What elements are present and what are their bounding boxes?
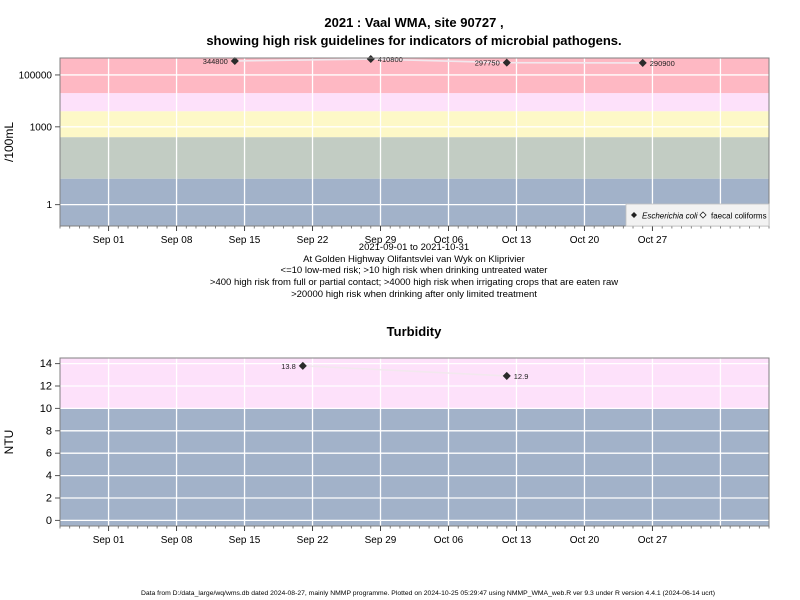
x-tick-label: Sep 22 (297, 235, 329, 246)
risk-band-2 (60, 111, 769, 138)
y-tick-label: 12 (40, 381, 52, 393)
chart2-data-labels: 13.8 12.9 (281, 362, 528, 381)
legend-faecal-marker (699, 211, 707, 219)
y-tick-label: 0 (46, 515, 52, 527)
chart1-data-labels: 344800 410800 297750 290900 (203, 55, 675, 68)
data-point (298, 361, 307, 370)
x-tick-label: Oct 20 (570, 535, 600, 546)
chart1-y-axis: 1 1000 100000 (19, 70, 60, 211)
data-point (502, 58, 511, 67)
chart1-subtitle-location: At Golden Highway Olifantsvlei van Wyk o… (303, 254, 525, 265)
chart1-grid (60, 58, 769, 226)
chart1-subtitle-risk-2: >400 high risk from full or partial cont… (210, 277, 618, 288)
x-tick-label: Sep 22 (297, 535, 329, 546)
chart1-plot-frame (59, 57, 770, 227)
x-tick-label: Oct 27 (638, 235, 668, 246)
legend-box (625, 203, 770, 227)
x-tick-label: Sep 29 (365, 235, 397, 246)
data-point (502, 371, 511, 380)
legend-ecoli-label: Escherichia coli (642, 212, 698, 221)
chart2-title: Turbidity (387, 324, 442, 339)
x-tick-label: Sep 01 (93, 535, 125, 546)
series-0-line (234, 58, 643, 64)
y-tick-label: 8 (46, 425, 52, 437)
y-tick-label: 6 (46, 448, 52, 460)
x-tick-label: Sep 08 (161, 235, 193, 246)
x-tick-label: Oct 20 (570, 235, 600, 246)
chart2-plot-frame (59, 357, 770, 527)
chart2-x-axis: Sep 01 Sep 08 Sep 15 Sep 22 Sep 29 Oct 06 Oct … (59, 526, 770, 546)
chart2-connector (302, 365, 507, 377)
y-tick-label: 1000 (30, 122, 53, 133)
data-label: 410800 (378, 55, 403, 64)
chart2-grid (60, 358, 769, 526)
data-point (638, 58, 647, 67)
chart2-risk-bands (60, 358, 769, 526)
x-tick-label: Sep 15 (229, 535, 261, 546)
chart1-subtitle-risk-1: <=10 low-med risk; >10 high risk when dr… (281, 265, 548, 276)
y-tick-label: 2 (46, 493, 52, 505)
x-tick-label: Sep 08 (161, 535, 193, 546)
x-tick-label: Oct 06 (434, 535, 464, 546)
chart1-connector (234, 58, 643, 64)
x-tick-label: Sep 01 (93, 235, 125, 246)
x-tick-label: Sep 15 (229, 235, 261, 246)
risk-band-1 (60, 137, 769, 179)
chart1-title-line1: 2021 : Vaal WMA, site 90727 , (324, 15, 503, 30)
x-tick-label: Oct 13 (502, 535, 532, 546)
x-tick-label: Oct 06 (434, 235, 464, 246)
y-tick-label: 4 (46, 470, 52, 482)
chart2-points (298, 361, 511, 380)
data-point (230, 56, 239, 66)
y-tick-label: 10 (40, 403, 52, 415)
x-tick-label: Oct 13 (502, 235, 532, 246)
chart1-subtitle-date-range: 2021-09-01 to 2021-10-31 (359, 242, 469, 253)
legend-faecal-label: faecal coliforms (711, 212, 767, 221)
data-label: 13.8 (281, 362, 296, 371)
chart1-points (230, 55, 647, 67)
data-label: 12.9 (514, 372, 529, 381)
y-tick-label: 100000 (19, 70, 53, 81)
x-tick-label: Sep 29 (365, 535, 397, 546)
chart2-y-axis-label: NTU (2, 430, 16, 455)
x-tick-label: Oct 27 (638, 535, 668, 546)
chart1-x-axis: Sep 01 Sep 08 Sep 15 Sep 22 Sep 29 Oct 06 Oct … (59, 226, 770, 246)
footer-note: Data from D:/data_large/wq/wms.db dated … (141, 590, 715, 597)
risk-band-3 (60, 93, 769, 112)
data-label: 290900 (650, 59, 675, 68)
chart2-y-axis: 0 2 4 6 8 10 12 14 (40, 358, 60, 527)
data-label: 344800 (203, 57, 228, 66)
y-tick-label: 14 (40, 358, 52, 370)
y-tick-label: 1 (46, 200, 52, 211)
series-0-line (302, 365, 507, 377)
risk-band-0 (60, 408, 769, 526)
chart1-title-line2: showing high risk guidelines for indicat… (206, 33, 621, 48)
chart1-subtitle-risk-3: >20000 high risk when drinking after onl… (291, 289, 537, 300)
chart1-legend: Escherichia coli faecal coliforms (625, 203, 770, 227)
risk-band-1 (60, 358, 769, 409)
chart1-y-axis-label: /100mL (2, 122, 16, 162)
data-label: 297750 (475, 59, 500, 68)
chart1-risk-bands (60, 58, 769, 226)
legend-ecoli-marker (631, 212, 637, 218)
